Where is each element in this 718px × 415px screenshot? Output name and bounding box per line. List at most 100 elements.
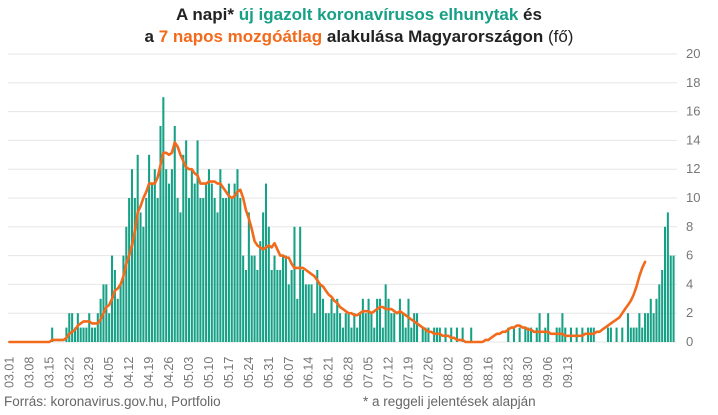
bar — [361, 298, 364, 342]
bar — [125, 226, 128, 342]
bar — [284, 255, 287, 342]
y-tick-label: 20 — [686, 46, 700, 61]
title-text: A napi* — [176, 5, 239, 24]
bar — [153, 169, 156, 342]
bar — [142, 226, 145, 342]
bar — [247, 212, 250, 342]
bar — [535, 327, 538, 342]
x-tick-label: 03.08 — [22, 357, 36, 388]
x-tick-label: 05.31 — [262, 357, 276, 388]
bar — [293, 226, 296, 342]
bar — [455, 327, 458, 342]
bar — [65, 327, 68, 342]
bar — [609, 327, 612, 342]
bar — [148, 154, 151, 342]
bar — [116, 298, 119, 342]
bar — [205, 183, 208, 342]
bar — [88, 313, 91, 342]
bar — [187, 198, 191, 342]
x-tick-label: 05.24 — [242, 357, 256, 388]
bar — [461, 327, 464, 342]
bar — [621, 327, 624, 342]
bar — [244, 270, 248, 342]
bar — [193, 183, 196, 342]
x-tick-label: 06.21 — [322, 357, 336, 388]
bar — [207, 169, 210, 342]
bar — [450, 327, 453, 342]
bar — [319, 284, 322, 342]
bar — [170, 169, 173, 342]
bar — [233, 183, 236, 342]
bar — [527, 327, 530, 342]
x-tick-label: 07.26 — [421, 357, 435, 388]
title-highlight-deaths: új igazolt koronavírusos elhunytak — [238, 5, 519, 24]
title-line-2: a 7 napos mozgóátlag alakulása Magyarors… — [0, 26, 718, 48]
bar — [547, 313, 550, 342]
bar — [347, 313, 350, 342]
bar — [96, 313, 99, 342]
bar — [210, 183, 213, 342]
y-tick-label: 12 — [686, 161, 700, 176]
bar — [376, 298, 379, 342]
y-axis: 0 2 4 6 8 10 12 14 16 18 20 — [686, 46, 700, 349]
bar — [661, 270, 664, 342]
bar — [384, 284, 387, 342]
bar — [159, 126, 162, 342]
x-tick-label: 03.01 — [2, 357, 16, 388]
bar — [304, 284, 307, 342]
bar — [359, 313, 362, 342]
y-tick-label: 4 — [686, 276, 693, 291]
bar — [287, 284, 290, 342]
bar — [641, 327, 644, 342]
title-text: alakulása Magyarországon — [322, 27, 544, 46]
bar — [407, 298, 410, 342]
bar — [652, 313, 655, 342]
x-tick-label: 09.13 — [561, 357, 575, 388]
bar — [672, 255, 675, 342]
bar — [666, 212, 669, 342]
bar — [119, 284, 122, 342]
bar — [128, 198, 131, 342]
bar — [321, 298, 324, 342]
bar — [393, 313, 396, 342]
bar — [632, 327, 635, 342]
bar — [222, 198, 225, 342]
x-tick-label: 06.28 — [342, 357, 356, 388]
bar — [213, 198, 216, 342]
bar — [669, 255, 672, 342]
x-tick-label: 04.26 — [162, 357, 176, 388]
y-tick-label: 8 — [686, 219, 693, 234]
bar — [93, 327, 96, 342]
bar — [644, 313, 647, 342]
bar — [264, 183, 267, 342]
bar — [336, 298, 339, 342]
bar — [296, 298, 299, 342]
bar — [133, 198, 136, 342]
bar — [276, 270, 279, 342]
bar — [108, 313, 111, 342]
y-tick-label: 18 — [686, 75, 700, 90]
bar — [73, 327, 77, 342]
x-tick-label: 03.29 — [82, 357, 96, 388]
bar — [71, 313, 74, 342]
source-note: Forrás: koronavirus.gov.hu, Portfolio — [4, 394, 221, 409]
bar — [242, 255, 245, 342]
bar — [324, 313, 327, 342]
footnote: * a reggeli jelentések alapján — [363, 394, 536, 409]
bar — [381, 327, 384, 342]
bar — [663, 226, 667, 342]
bar — [427, 327, 430, 342]
bar — [646, 313, 649, 342]
bar — [316, 270, 319, 342]
bar — [162, 97, 165, 342]
bar — [350, 327, 353, 342]
y-tick-label: 6 — [686, 248, 693, 263]
bar — [390, 313, 393, 342]
bar — [339, 313, 342, 342]
bar — [168, 183, 171, 342]
x-tick-label: 08.30 — [521, 357, 535, 388]
bar — [262, 212, 265, 342]
x-tick-label: 04.05 — [102, 357, 116, 388]
bar — [68, 313, 71, 342]
y-tick-label: 0 — [686, 334, 693, 349]
